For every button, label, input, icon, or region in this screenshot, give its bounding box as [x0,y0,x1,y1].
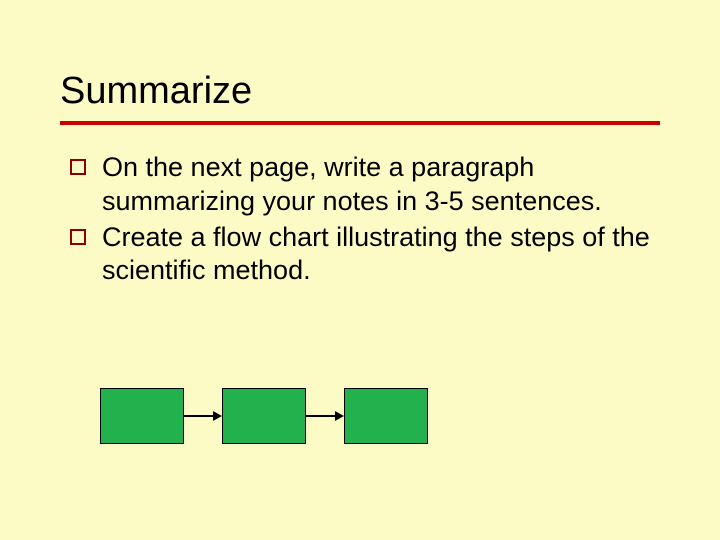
bullet-list: On the next page, write a paragraph summ… [60,151,660,288]
bullet-item: Create a flow chart illustrating the ste… [64,221,660,289]
arrow-icon [306,406,344,426]
arrow-line [306,415,335,417]
flow-node [344,388,428,444]
slide-container: Summarize On the next page, write a para… [0,0,720,540]
slide-title: Summarize [60,70,660,113]
bullet-text: On the next page, write a paragraph summ… [102,152,602,216]
arrow-head [213,411,222,421]
title-underline [60,121,660,125]
checkbox-icon [70,229,86,245]
bullet-item: On the next page, write a paragraph summ… [64,151,660,219]
flow-node [222,388,306,444]
flow-node [100,388,184,444]
arrow-line [184,415,213,417]
flowchart-diagram [100,388,428,444]
arrow-head [335,411,344,421]
bullet-text: Create a flow chart illustrating the ste… [102,222,650,286]
checkbox-icon [70,159,86,175]
arrow-icon [184,406,222,426]
